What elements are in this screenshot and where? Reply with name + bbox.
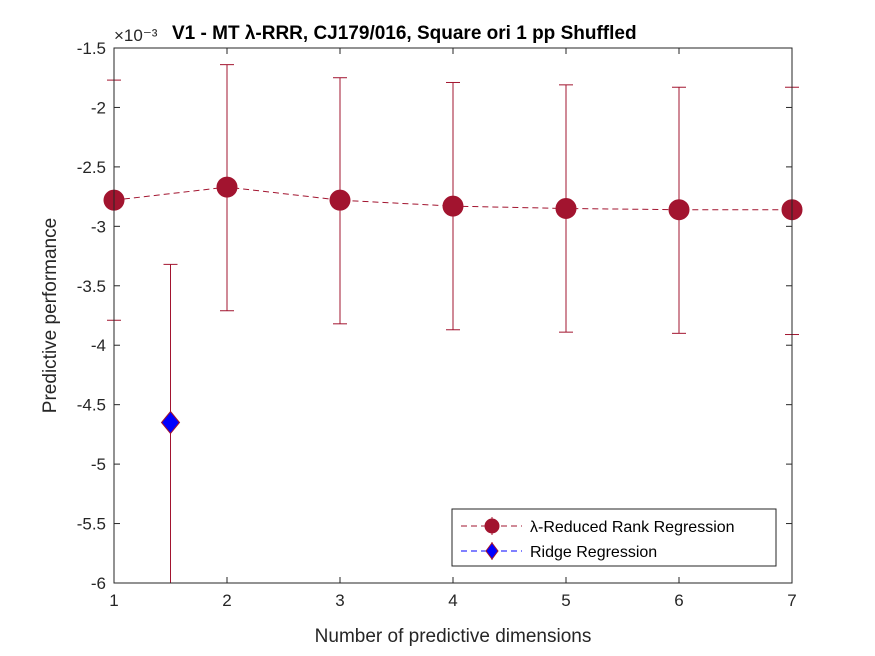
y-axis-label: Predictive performance	[40, 218, 61, 413]
x-tick-label: 2	[222, 591, 231, 610]
legend-marker-rrr	[484, 518, 500, 534]
legend-entry-ridge: Ridge Regression	[461, 542, 657, 561]
y-tick-label: -3	[91, 217, 106, 236]
data-point	[555, 198, 577, 219]
legend-marker-ridge	[485, 542, 499, 560]
x-tick-label: 7	[787, 591, 796, 610]
y-tick-label: -2.5	[77, 158, 106, 177]
data-point	[329, 189, 351, 211]
x-axis-label: Number of predictive dimensions	[315, 626, 592, 647]
ticks-layer: 1 2 3 4 5 6 7 -1.5 -2 -2.5 -3 -3.5 -4 -4.5 -5 -5.5 -6	[77, 39, 797, 610]
data-point	[160, 410, 181, 435]
legend-entry-rrr: λ-Reduced Rank Regression	[461, 517, 735, 536]
y-tick-label: -2	[91, 98, 106, 117]
y-tick-label: -6	[91, 574, 106, 593]
legend-label-ridge: Ridge Regression	[530, 544, 657, 561]
x-tick-label: 1	[109, 591, 118, 610]
y-tick-label: -1.5	[77, 39, 106, 58]
x-tick-label: 6	[674, 591, 683, 610]
legend-label-rrr: λ-Reduced Rank Regression	[530, 519, 735, 536]
y-tick-label: -4.5	[77, 396, 106, 415]
series-ridge	[160, 263, 181, 584]
legend-box	[451, 508, 777, 567]
chart-title: V1 - MT λ-RRR, CJ179/016, Square ori 1 p…	[172, 23, 637, 44]
data-point	[668, 199, 690, 221]
x-tick-label: 4	[448, 591, 457, 610]
x-tick-label: 3	[335, 591, 344, 610]
y-tick-label: -5.5	[77, 515, 106, 534]
y-tick-label: -5	[91, 455, 106, 474]
data-point	[216, 176, 238, 198]
y-tick-label: -3.5	[77, 277, 106, 296]
x-tick-label: 5	[561, 591, 570, 610]
y-tick-label: -4	[91, 336, 106, 355]
data-point	[442, 195, 464, 217]
legend: λ-Reduced Rank Regression Ridge Regressi…	[451, 508, 777, 567]
y-axis-exponent: ×10⁻³	[114, 26, 158, 45]
